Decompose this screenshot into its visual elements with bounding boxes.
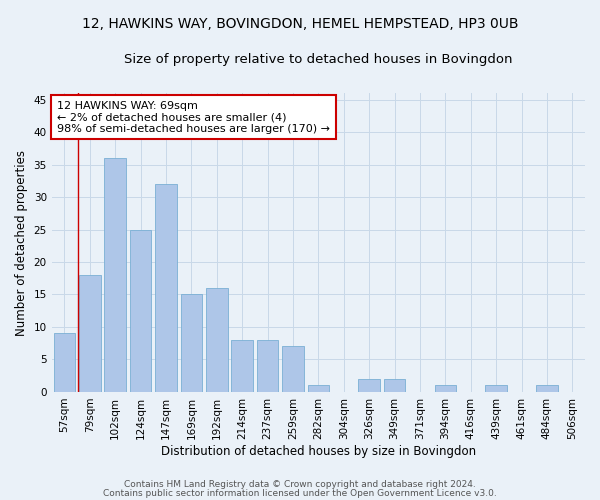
Title: Size of property relative to detached houses in Bovingdon: Size of property relative to detached ho…	[124, 52, 512, 66]
Bar	[384, 379, 406, 392]
Bar	[536, 386, 557, 392]
Y-axis label: Number of detached properties: Number of detached properties	[15, 150, 28, 336]
Text: Contains HM Land Registry data © Crown copyright and database right 2024.: Contains HM Land Registry data © Crown c…	[124, 480, 476, 489]
Bar	[130, 230, 151, 392]
Bar	[282, 346, 304, 392]
Bar	[434, 386, 456, 392]
Bar	[485, 386, 507, 392]
Bar	[79, 275, 101, 392]
Text: Contains public sector information licensed under the Open Government Licence v3: Contains public sector information licen…	[103, 488, 497, 498]
Bar	[308, 386, 329, 392]
Bar	[358, 379, 380, 392]
Bar	[155, 184, 177, 392]
Text: 12 HAWKINS WAY: 69sqm
← 2% of detached houses are smaller (4)
98% of semi-detach: 12 HAWKINS WAY: 69sqm ← 2% of detached h…	[57, 100, 330, 134]
Bar	[104, 158, 126, 392]
Bar	[53, 334, 75, 392]
Text: 12, HAWKINS WAY, BOVINGDON, HEMEL HEMPSTEAD, HP3 0UB: 12, HAWKINS WAY, BOVINGDON, HEMEL HEMPST…	[82, 18, 518, 32]
Bar	[206, 288, 227, 392]
X-axis label: Distribution of detached houses by size in Bovingdon: Distribution of detached houses by size …	[161, 444, 476, 458]
Bar	[257, 340, 278, 392]
Bar	[181, 294, 202, 392]
Bar	[232, 340, 253, 392]
